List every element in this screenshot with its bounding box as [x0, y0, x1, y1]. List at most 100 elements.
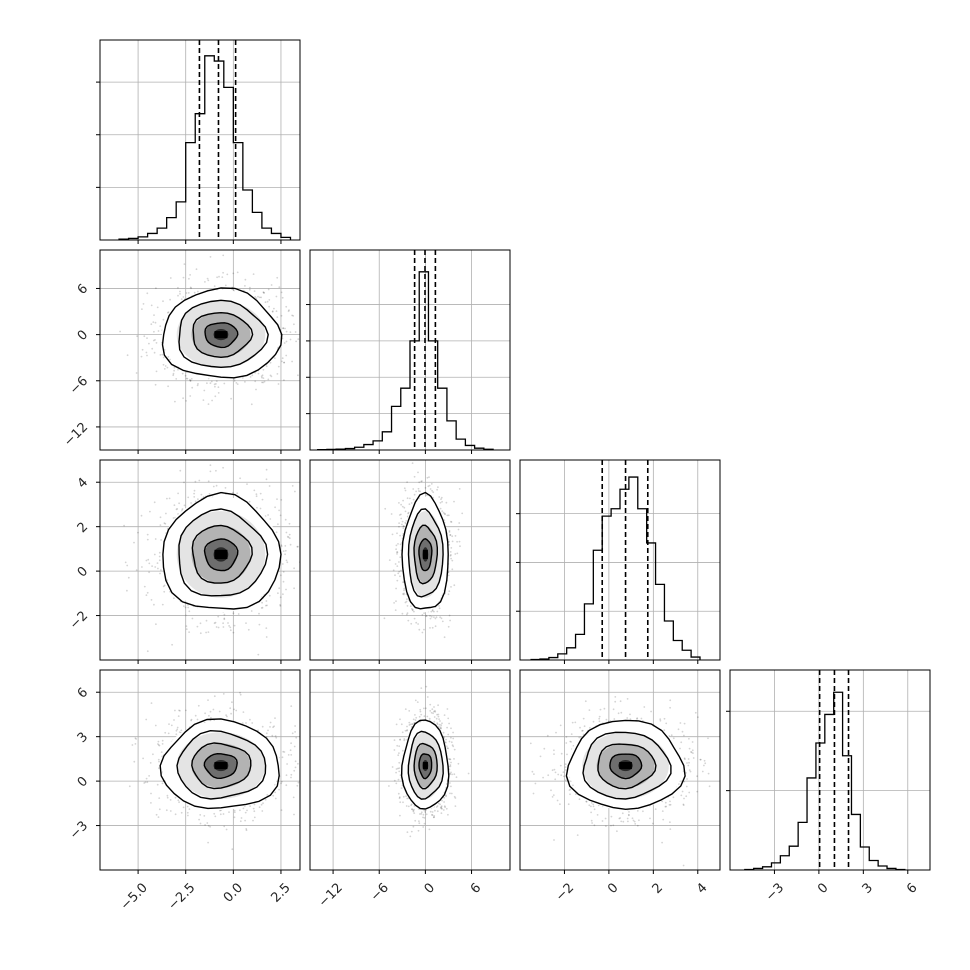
scatter-point: [306, 581, 308, 583]
scatter-point: [403, 593, 405, 596]
scatter-point: [285, 305, 288, 308]
scatter-point: [406, 612, 409, 614]
scatter-point: [448, 614, 451, 617]
contour-line-3: [203, 538, 239, 572]
scatter-point: [224, 284, 227, 287]
scatter-point: [442, 511, 445, 514]
scatter-point: [446, 514, 449, 517]
scatter-point: [268, 485, 271, 487]
scatter-point: [397, 572, 400, 575]
scatter-point: [213, 695, 216, 698]
scatter-point: [233, 809, 236, 812]
scatter-point: [176, 728, 179, 731]
scatter-point: [145, 559, 148, 562]
scatter-point: [187, 606, 190, 609]
scatter-point: [265, 732, 268, 735]
scatter-point: [157, 330, 160, 332]
scatter-point: [445, 501, 448, 504]
scatter-point: [131, 744, 134, 746]
scatter-point: [424, 487, 427, 489]
scatter-point: [288, 537, 291, 540]
scatter-point: [426, 494, 428, 497]
scatter-point: [150, 323, 153, 326]
scatter-point: [149, 762, 152, 764]
scatter-point: [420, 480, 422, 483]
scatter-point: [222, 622, 225, 625]
scatter-point: [275, 295, 278, 298]
scatter-point: [438, 605, 440, 607]
scatter-point: [207, 631, 210, 633]
scatter-point: [413, 493, 416, 496]
scatter-point: [148, 562, 151, 565]
scatter-point: [189, 286, 192, 289]
scatter-point: [153, 314, 155, 316]
scatter-point: [231, 848, 234, 851]
scatter-point: [157, 816, 160, 818]
scatter-point: [265, 468, 268, 471]
scatter-point: [178, 709, 180, 712]
scatter-point: [286, 535, 289, 538]
scatter-point: [155, 623, 157, 626]
scatter-point: [156, 306, 159, 309]
scatter-point: [210, 380, 213, 383]
scatter-point: [173, 369, 176, 372]
scatter-point: [175, 733, 178, 736]
scatter-point: [127, 576, 130, 579]
scatter-point: [448, 531, 451, 533]
scatter-point: [291, 314, 293, 317]
scatter-point: [207, 403, 210, 405]
scatter-point: [395, 544, 398, 547]
scatter-point: [217, 615, 220, 618]
scatter-point: [428, 484, 431, 487]
scatter-point: [209, 470, 212, 473]
scatter-point: [226, 715, 228, 718]
scatter-point: [223, 382, 226, 385]
scatter-point: [438, 496, 441, 498]
scatter-point: [269, 518, 272, 520]
scatter-point: [145, 351, 148, 354]
scatter-point: [157, 744, 160, 746]
scatter-point: [146, 533, 149, 536]
scatter-point: [461, 512, 464, 515]
scatter-point: [232, 631, 235, 634]
scatter-point: [173, 597, 175, 600]
scatter-point: [204, 281, 206, 283]
scatter-point: [162, 300, 164, 303]
scatter-point: [160, 539, 163, 541]
scatter-point: [286, 763, 288, 765]
scatter-point: [183, 605, 185, 607]
scatter-point: [283, 342, 286, 344]
scatter-point: [164, 365, 167, 367]
scatter-point: [173, 719, 175, 721]
scatter-point: [457, 528, 460, 531]
scatter-point: [245, 622, 247, 624]
scatter-point: [152, 321, 155, 323]
scatter-point: [184, 374, 187, 377]
scatter-point: [155, 813, 158, 816]
scatter-point: [448, 543, 451, 546]
scatter-point: [450, 557, 452, 560]
scatter-point: [293, 745, 296, 748]
scatter-point: [248, 288, 251, 291]
scatter-point: [297, 762, 299, 765]
scatter-point: [274, 735, 277, 737]
scatter-point: [279, 604, 281, 606]
scatter-point: [267, 514, 269, 516]
scatter-point: [282, 327, 284, 330]
scatter-point: [153, 603, 155, 606]
scatter-point: [239, 820, 242, 823]
histogram-panel-2: [516, 459, 721, 664]
scatter-point: [157, 567, 159, 570]
scatter-point: [225, 714, 228, 716]
scatter-point: [417, 471, 419, 474]
scatter-point: [255, 495, 258, 498]
scatter-point: [310, 356, 312, 358]
scatter-point: [215, 469, 217, 472]
scatter-point: [402, 499, 404, 502]
scatter-point: [209, 825, 212, 828]
scatter-point: [261, 810, 264, 812]
scatter-point: [403, 592, 405, 595]
scatter-point: [409, 497, 411, 500]
scatter-point: [230, 397, 233, 400]
scatter-point: [226, 273, 229, 276]
